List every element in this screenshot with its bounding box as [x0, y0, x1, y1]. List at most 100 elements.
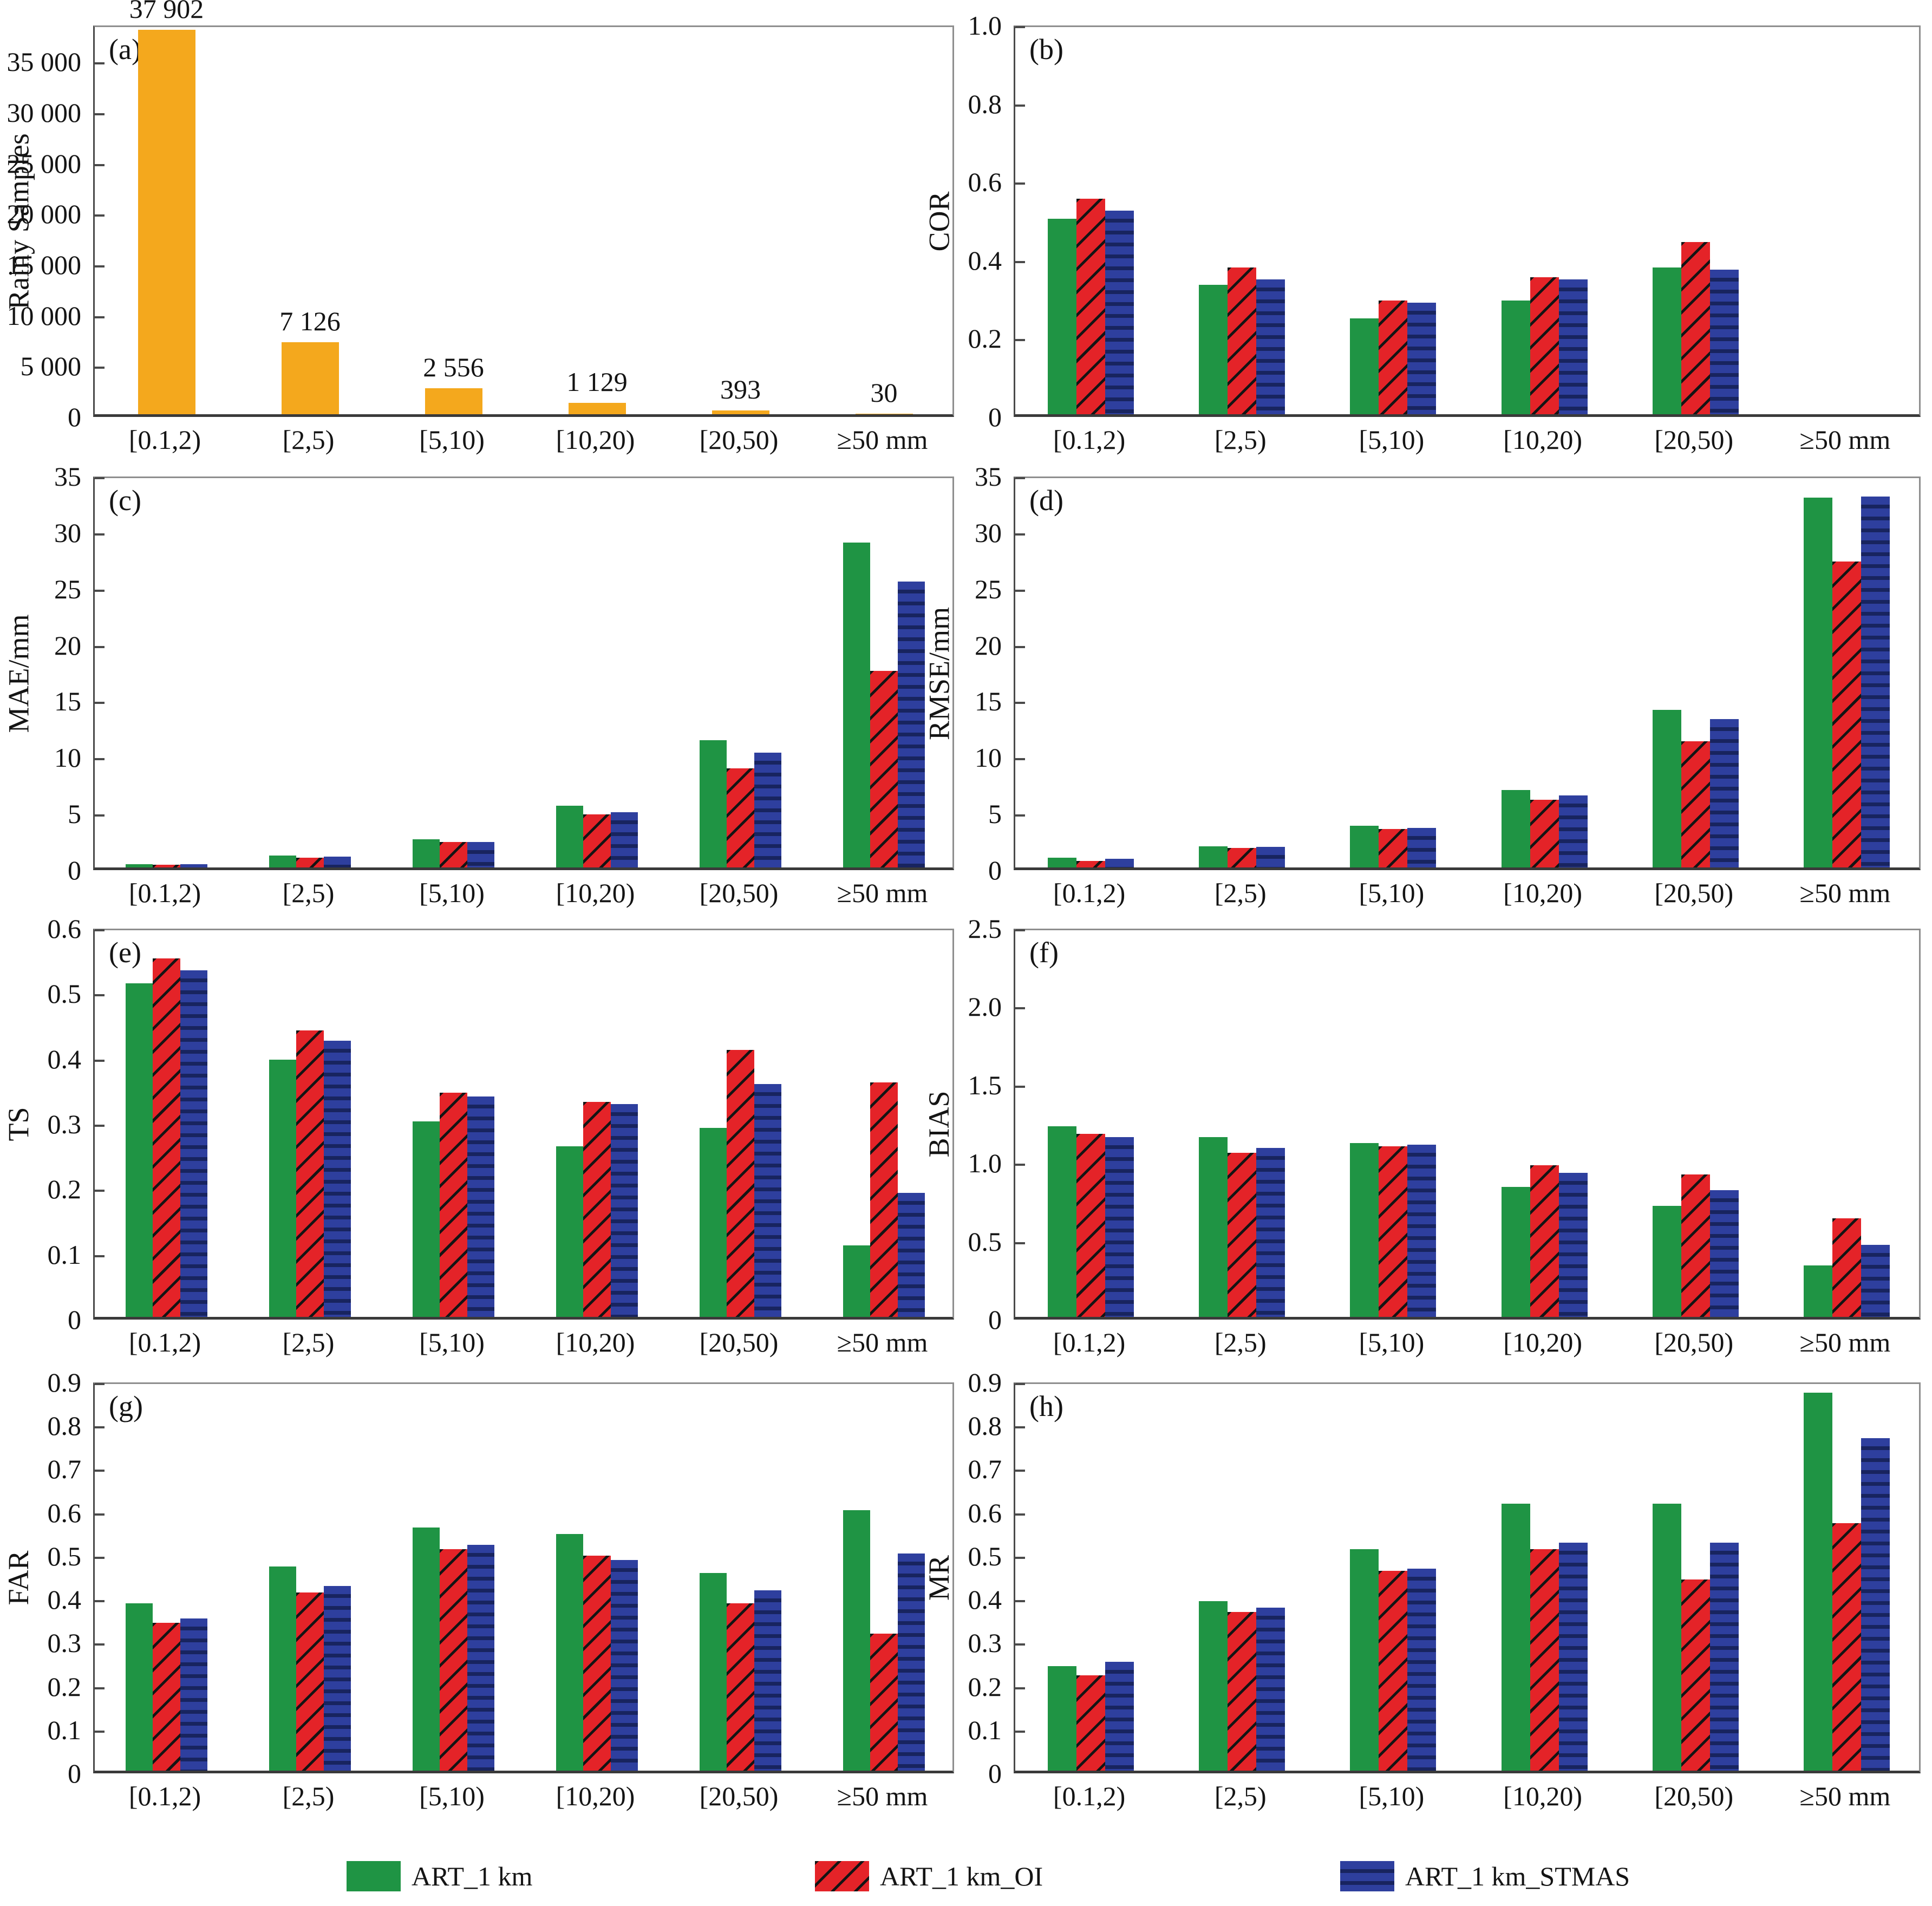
plot-a: (a) 37 902 7 126 2 556 1 129 393 30 [93, 0, 954, 417]
bar-f-5-green [1803, 1265, 1832, 1317]
bar-e-0-green [125, 983, 153, 1317]
y-tickmark [95, 533, 105, 536]
x-tick-label: ≥50 mm [1799, 425, 1891, 455]
legend-item-art1km: ART_1 km [347, 1861, 532, 1892]
y-tick-label: 1.0 [968, 1148, 1002, 1179]
y-tick-label: 0.7 [968, 1454, 1002, 1485]
y-tickmark [95, 994, 105, 997]
bar-e-0-red [153, 958, 180, 1317]
y-tick-label: 0.2 [968, 1671, 1002, 1702]
y-tick-label: 0.4 [968, 245, 1002, 276]
bar-g-0-green [125, 1603, 153, 1771]
x-tick-label: [2,5) [282, 1327, 335, 1357]
x-tick-label: ≥50 mm [837, 1781, 928, 1811]
bar-value-label-a-0: 37 902 [129, 0, 204, 24]
x-tick-label: [0.1,2) [128, 1327, 201, 1357]
bar-f-1-blue [1256, 1148, 1285, 1317]
y-tick-label: 15 [975, 686, 1002, 717]
bar-f-2-green [1350, 1143, 1379, 1317]
y-tickmark [1015, 1730, 1025, 1733]
bar-d-3-blue [1558, 795, 1588, 867]
bar-b-0-red [1076, 199, 1106, 414]
bar-h-1-green [1199, 1601, 1228, 1771]
panel-letter-g: (g) [109, 1390, 143, 1422]
bar-e-2-green [412, 1121, 440, 1317]
y-tickmark [95, 367, 105, 369]
bar-c-4-green [699, 740, 727, 867]
y-tick-label: 10 [54, 742, 81, 773]
bar-b-1-red [1228, 267, 1257, 414]
y-tickmark [1015, 645, 1025, 648]
y-tickmark [1015, 1085, 1025, 1088]
bar-f-2-red [1379, 1146, 1408, 1317]
bar-b-2-blue [1407, 302, 1437, 414]
y-tickmark [95, 814, 105, 817]
bar-value-label-a-4: 393 [720, 374, 761, 404]
bar-g-5-green [843, 1510, 871, 1771]
legend-swatch-blue-bands [1340, 1861, 1394, 1891]
bar-d-2-red [1379, 829, 1408, 867]
bar-e-4-green [699, 1128, 727, 1317]
bar-h-3-red [1530, 1549, 1559, 1771]
plot-e: (e) [93, 929, 954, 1320]
x-tick-label: ≥50 mm [1799, 1327, 1891, 1357]
y-tickmark [1015, 104, 1025, 107]
y-tickmark [1015, 1687, 1025, 1689]
y-tick-label: 10 [975, 742, 1002, 773]
y-tick-label: 1.5 [968, 1069, 1002, 1100]
panel-letter-f: (f) [1029, 936, 1059, 969]
y-tickmark [95, 1470, 105, 1472]
y-tickmark [1015, 814, 1025, 817]
y-tick-label: 0.1 [968, 1714, 1002, 1745]
x-tick-label: [20,50) [699, 1327, 779, 1357]
y-tickmark [1015, 260, 1025, 263]
x-tick-label: [20,50) [1654, 425, 1734, 455]
y-tickmark [1015, 1242, 1025, 1244]
y-tick-label: 15 [54, 686, 81, 717]
panel-letter-c: (c) [109, 484, 141, 517]
y-tickmark [95, 214, 105, 217]
legend-swatch-red-hatch [815, 1861, 869, 1891]
y-tick-label: 20 [975, 630, 1002, 661]
y-tick-label: 35 [975, 461, 1002, 492]
bar-f-1-green [1199, 1137, 1228, 1317]
bar-d-5-red [1832, 562, 1861, 867]
bar-c-4-blue [754, 753, 782, 867]
x-tick-label: [2,5) [1214, 1781, 1267, 1811]
bar-e-2-red [440, 1093, 467, 1317]
y-tick-label: 0.4 [47, 1584, 82, 1615]
bar-f-0-blue [1105, 1137, 1134, 1317]
y-tickmark [95, 1687, 105, 1689]
bar-g-2-green [412, 1527, 440, 1771]
bar-g-5-red [870, 1634, 898, 1771]
legend-label-art1km-stmas: ART_1 km_STMAS [1405, 1861, 1630, 1891]
bar-g-5-blue [897, 1553, 925, 1771]
y-tickmark [95, 113, 105, 116]
x-tick-label: [20,50) [699, 878, 779, 908]
bar-g-2-red [440, 1549, 467, 1771]
y-tick-label: 0.9 [47, 1367, 82, 1398]
y-tick-label: 0.6 [968, 1497, 1002, 1528]
bar-b-2-green [1350, 318, 1379, 414]
y-tickmark [1015, 1007, 1025, 1010]
y-tickmark [1015, 339, 1025, 342]
y-tick-label: 0.2 [47, 1671, 82, 1702]
y-tick-label: 0 [68, 1304, 81, 1335]
bar-h-0-blue [1105, 1662, 1134, 1771]
y-tick-label: 25 [975, 573, 1002, 604]
bar-g-4-red [727, 1603, 754, 1771]
bar-h-5-green [1803, 1393, 1832, 1771]
bar-f-5-blue [1861, 1245, 1890, 1317]
x-tick-label: [5,10) [1359, 1781, 1425, 1811]
bar-e-3-red [583, 1101, 611, 1317]
bar-d-0-blue [1105, 859, 1134, 867]
bar-g-0-blue [180, 1618, 208, 1771]
bar-h-4-green [1652, 1503, 1681, 1771]
y-tick-label: 0.8 [968, 88, 1002, 119]
y-tickmark [1015, 1556, 1025, 1559]
bar-e-4-blue [754, 1084, 782, 1317]
bar-b-4-red [1681, 241, 1710, 414]
bar-b-1-blue [1256, 279, 1285, 414]
bar-h-2-red [1379, 1570, 1408, 1771]
x-tick-label: [10,20) [556, 1781, 635, 1811]
